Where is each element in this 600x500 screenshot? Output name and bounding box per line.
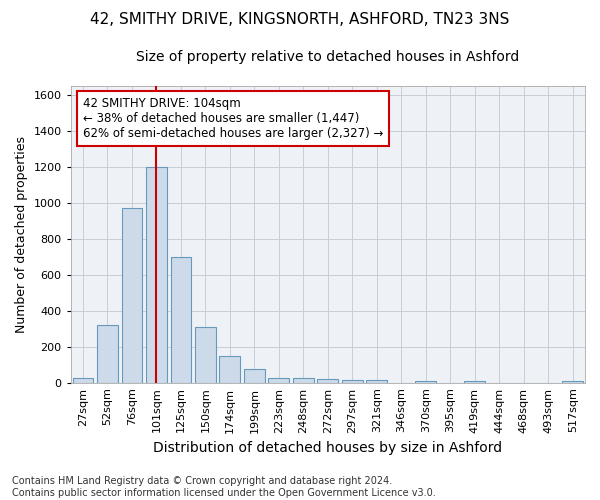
- Bar: [317, 379, 338, 382]
- Bar: [562, 381, 583, 382]
- Bar: [244, 369, 265, 382]
- Bar: [170, 257, 191, 382]
- Bar: [293, 378, 314, 382]
- Bar: [122, 208, 142, 382]
- Title: Size of property relative to detached houses in Ashford: Size of property relative to detached ho…: [136, 50, 520, 64]
- Bar: [268, 378, 289, 382]
- Text: 42, SMITHY DRIVE, KINGSNORTH, ASHFORD, TN23 3NS: 42, SMITHY DRIVE, KINGSNORTH, ASHFORD, T…: [91, 12, 509, 28]
- Bar: [464, 381, 485, 382]
- Bar: [146, 167, 167, 382]
- Bar: [342, 380, 363, 382]
- Bar: [73, 378, 94, 382]
- X-axis label: Distribution of detached houses by size in Ashford: Distribution of detached houses by size …: [153, 441, 502, 455]
- Text: 42 SMITHY DRIVE: 104sqm
← 38% of detached houses are smaller (1,447)
62% of semi: 42 SMITHY DRIVE: 104sqm ← 38% of detache…: [83, 97, 383, 140]
- Bar: [220, 356, 241, 382]
- Bar: [97, 325, 118, 382]
- Bar: [367, 380, 387, 382]
- Text: Contains HM Land Registry data © Crown copyright and database right 2024.
Contai: Contains HM Land Registry data © Crown c…: [12, 476, 436, 498]
- Y-axis label: Number of detached properties: Number of detached properties: [15, 136, 28, 333]
- Bar: [195, 327, 216, 382]
- Bar: [415, 380, 436, 382]
